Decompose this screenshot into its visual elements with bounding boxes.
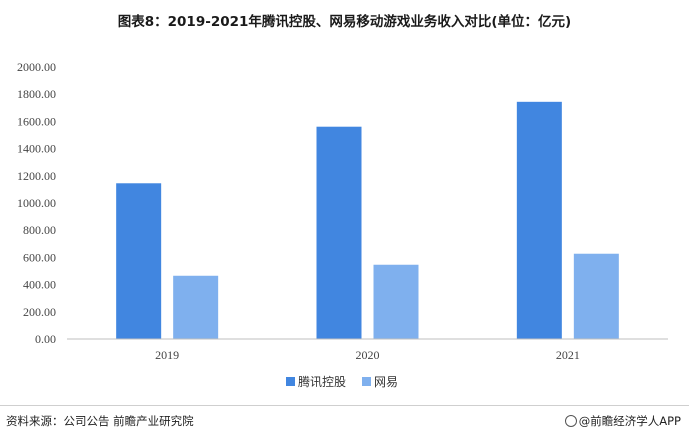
x-tick-label: 2019 <box>155 348 179 362</box>
y-tick-label: 1600.00 <box>17 114 56 128</box>
x-tick-label: 2020 <box>356 348 380 362</box>
legend-label: 腾讯控股 <box>298 374 346 389</box>
source-note: 资料来源：公司公告 前瞻产业研究院 <box>6 414 194 428</box>
chart-title: 图表8：2019-2021年腾讯控股、网易移动游戏业务收入对比(单位：亿元) <box>117 14 572 30</box>
y-tick-label: 2000.00 <box>17 60 56 74</box>
bar-tencent-2019 <box>116 183 162 339</box>
x-axis: 2019 2020 2021 <box>67 338 668 362</box>
y-tick-label: 0.00 <box>35 332 56 346</box>
y-tick-label: 1000.00 <box>17 196 56 210</box>
footer-divider <box>0 405 689 406</box>
y-tick-label: 200.00 <box>23 305 56 319</box>
bar-netease-2021 <box>573 253 619 339</box>
y-tick-label: 600.00 <box>23 250 56 264</box>
bar-tencent-2021 <box>516 101 562 339</box>
bar-netease-2020 <box>373 264 419 339</box>
bar-tencent-2020 <box>316 126 362 339</box>
y-axis: 0.00 200.00 400.00 600.00 800.00 1000.00 1200.… <box>17 60 56 346</box>
y-tick-label: 400.00 <box>23 278 56 292</box>
legend-label: 网易 <box>374 375 398 389</box>
legend-swatch <box>362 377 371 386</box>
bars-group <box>116 101 619 339</box>
brand-text: @前瞻经济学人APP <box>578 414 681 428</box>
bar-netease-2019 <box>173 275 219 339</box>
legend-swatch <box>286 377 295 386</box>
bar-chart: 0.00 200.00 400.00 600.00 800.00 1000.00 1200.… <box>17 60 668 389</box>
brand-logo-icon <box>564 415 577 427</box>
y-tick-label: 1800.00 <box>17 87 56 101</box>
y-tick-label: 1200.00 <box>17 169 56 183</box>
y-tick-label: 800.00 <box>23 223 56 237</box>
y-tick-label: 1400.00 <box>17 142 56 156</box>
legend: 腾讯控股 网易 <box>286 374 398 389</box>
brand-label: @前瞻经济学人APP <box>564 413 681 429</box>
x-tick-label: 2021 <box>556 348 580 362</box>
